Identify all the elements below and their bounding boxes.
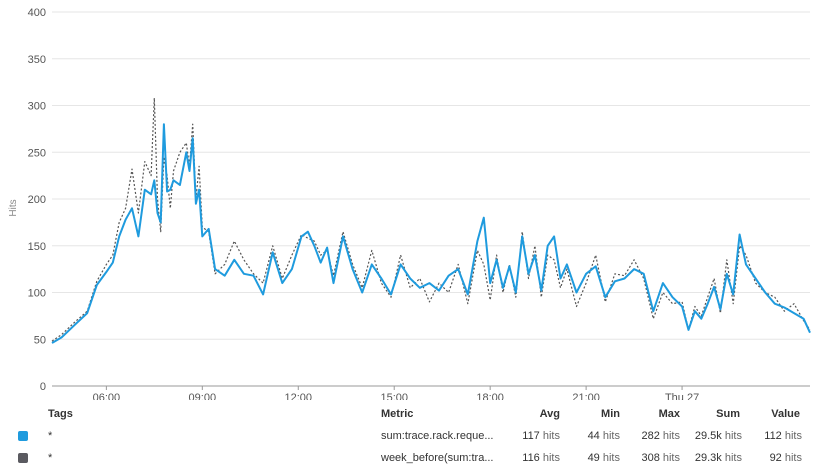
y-tick-label: 0: [40, 381, 46, 393]
legend-sum: 29.5k: [694, 430, 722, 442]
legend-unit: hits: [724, 452, 742, 464]
legend-metric: week_before(sum:tra...: [381, 452, 494, 464]
line-chart: 0 50 100 150 200 250 300 350 400 06:00 09:00 12:00…: [8, 7, 811, 400]
max-header: Max: [658, 408, 680, 420]
y-tick-label: 100: [28, 288, 46, 300]
min-header: Min: [601, 408, 620, 420]
y-axis-ticks: 0 50 100 150 200 250 300 350 400: [28, 7, 46, 393]
legend-tag: *: [48, 430, 53, 442]
y-axis-label: Hits: [8, 199, 19, 216]
y-tick-label: 300: [28, 101, 46, 113]
legend-unit: hits: [784, 452, 802, 464]
legend-avg: 116: [522, 452, 540, 464]
legend-unit: hits: [724, 430, 742, 442]
x-tick-label: 09:00: [189, 392, 217, 400]
y-tick-label: 250: [28, 147, 46, 159]
legend-unit: hits: [662, 452, 680, 464]
avg-header: Avg: [539, 408, 560, 420]
legend-sum: 29.3k: [694, 452, 722, 464]
legend-unit: hits: [602, 452, 620, 464]
y-tick-label: 400: [28, 7, 46, 19]
value-header: Value: [771, 408, 800, 420]
legend-value: 112: [764, 430, 782, 442]
y-tick-label: 350: [28, 54, 46, 66]
legend-table: Tags Metric Avg Min Max Sum Value * sum:…: [0, 404, 823, 470]
x-tick-label: Thu 27: [665, 392, 699, 400]
legend-unit: hits: [662, 430, 680, 442]
legend-max: 308: [641, 452, 660, 464]
legend-unit: hits: [542, 452, 560, 464]
legend-min: 49: [587, 452, 600, 464]
metric-header: Metric: [381, 408, 414, 420]
legend-unit: hits: [784, 430, 802, 442]
legend-value: 92: [769, 452, 782, 464]
sum-header: Sum: [716, 408, 740, 420]
legend-row-current[interactable]: * sum:trace.rack.reque... 117 hits 44 hi…: [0, 426, 823, 446]
legend-unit: hits: [542, 430, 560, 442]
tags-header: Tags: [48, 408, 73, 420]
legend-header-row: Tags Metric Avg Min Max Sum Value: [0, 404, 823, 424]
series-line-current: [51, 123, 811, 344]
legend-tag: *: [48, 452, 53, 464]
x-tick-label: 15:00: [380, 392, 408, 400]
y-tick-label: 200: [28, 194, 46, 206]
series-lines: [51, 97, 811, 344]
y-tick-label: 150: [28, 241, 46, 253]
y-tick-label: 50: [34, 334, 46, 346]
legend-min: 44: [587, 430, 600, 442]
series-line-week-before: [51, 97, 811, 342]
x-tick-label: 18:00: [476, 392, 504, 400]
legend-row-week-before[interactable]: * week_before(sum:tra... 116 hits 49 hit…: [0, 448, 823, 468]
legend-metric: sum:trace.rack.reque...: [381, 430, 494, 442]
x-tick-label: 21:00: [572, 392, 600, 400]
series-color-swatch: [18, 453, 28, 463]
x-tick-label: 06:00: [93, 392, 121, 400]
legend-unit: hits: [602, 430, 620, 442]
legend-max: 282: [641, 430, 660, 442]
x-axis-ticks: 06:00 09:00 12:00 15:00 18:00 21:00 Thu 27: [93, 386, 699, 400]
grid-lines: [52, 11, 810, 387]
x-tick-label: 12:00: [285, 392, 313, 400]
legend-avg: 117: [522, 430, 540, 442]
series-color-swatch: [18, 431, 28, 441]
